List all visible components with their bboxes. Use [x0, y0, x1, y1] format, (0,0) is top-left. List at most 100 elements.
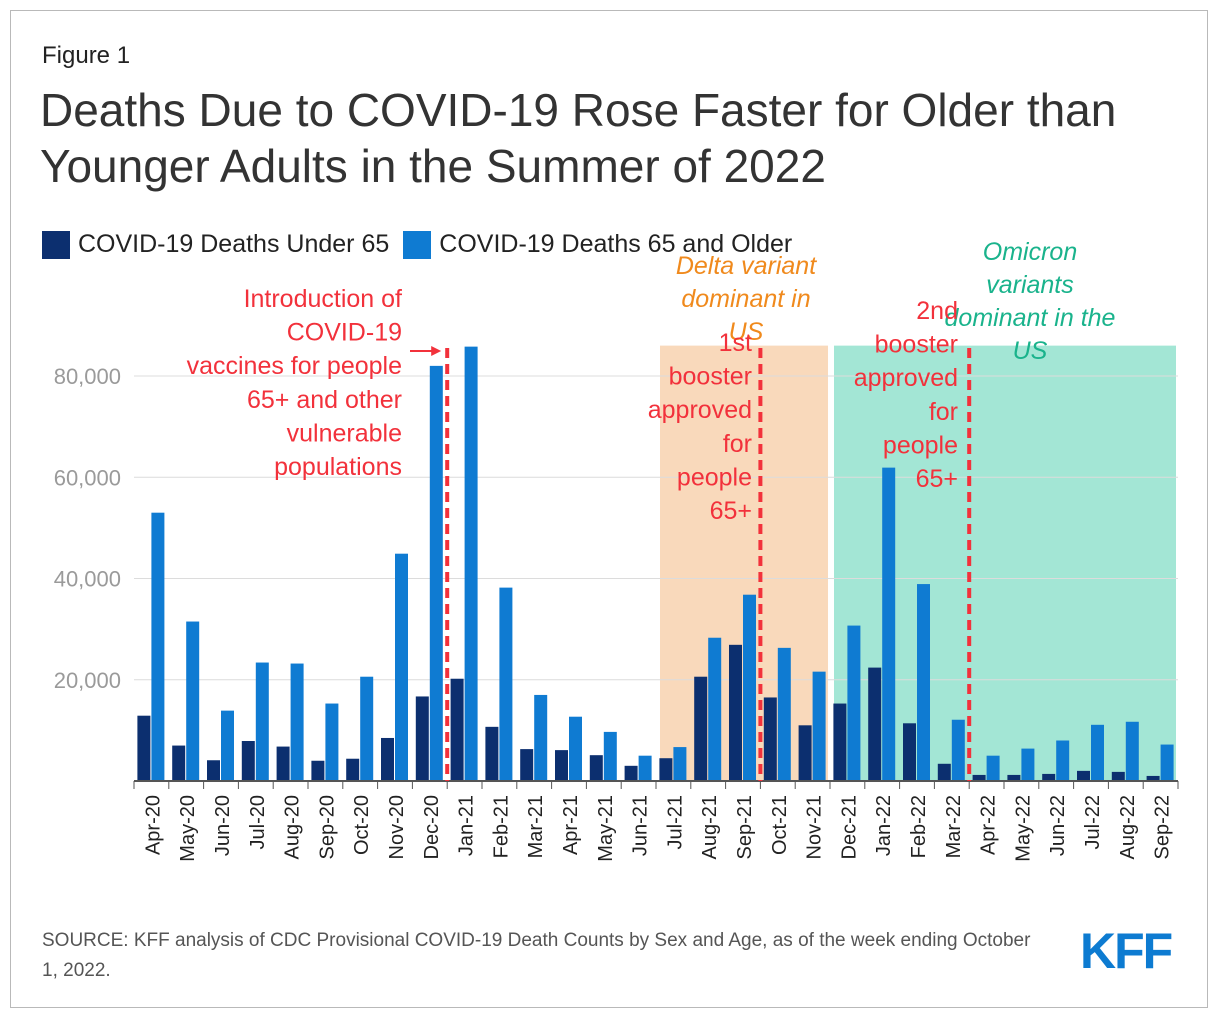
annotation-label: Introduction of	[244, 285, 402, 313]
bar-under-65	[346, 758, 360, 781]
bar-65-plus	[221, 710, 234, 781]
x-tick-label: May-21	[595, 795, 617, 862]
bar-under-65	[589, 755, 603, 781]
bar-under-65	[1077, 770, 1090, 781]
bar-65-plus	[360, 676, 374, 781]
region-label: US	[729, 318, 764, 346]
bar-65-plus	[325, 703, 339, 781]
annotation-label: 65+	[916, 465, 958, 493]
x-tick-label: Apr-20	[142, 795, 164, 855]
bar-65-plus	[290, 663, 304, 781]
annotation-label: booster	[875, 331, 958, 359]
bar-under-65	[833, 703, 847, 781]
bar-65-plus	[464, 346, 478, 781]
legend-swatch-under-65	[42, 230, 70, 259]
bar-65-plus	[429, 365, 443, 781]
x-tick-label: Apr-21	[560, 795, 582, 855]
x-tick-label: May-20	[177, 795, 199, 862]
bar-under-65	[729, 644, 742, 781]
y-tick-label: 80,000	[54, 364, 121, 389]
bar-65-plus	[812, 671, 826, 781]
annotation-label: vaccines for people	[187, 352, 402, 380]
region-label: Delta variant	[676, 252, 817, 280]
annotation-label: approved	[648, 396, 752, 424]
y-tick-label: 60,000	[54, 465, 121, 490]
bar-under-65	[381, 737, 394, 781]
bar-65-plus	[743, 594, 756, 781]
bar-under-65	[276, 746, 290, 781]
bar-under-65	[1042, 773, 1056, 781]
x-tick-label: Jun-20	[212, 795, 234, 856]
annotation-label: COVID-19	[287, 319, 402, 347]
region-label: Omicron	[983, 238, 1077, 266]
bar-under-65	[450, 678, 464, 781]
annotation-label: people	[883, 431, 958, 459]
bar-65-plus	[499, 587, 513, 781]
bar-65-plus	[151, 512, 165, 781]
region-label: US	[1013, 337, 1048, 365]
bar-65-plus	[777, 647, 791, 781]
bar-65-plus	[1056, 740, 1070, 781]
bar-under-65	[624, 765, 638, 781]
bar-under-65	[972, 774, 986, 781]
region-label: dominant in	[681, 285, 810, 313]
bar-under-65	[1007, 774, 1021, 781]
bar-under-65	[868, 667, 882, 781]
bar-65-plus	[673, 747, 687, 781]
x-tick-label: Aug-22	[1117, 795, 1139, 860]
bar-under-65	[555, 750, 568, 781]
x-tick-label: Jul-20	[247, 795, 269, 849]
bar-65-plus	[569, 716, 582, 781]
annotation-label: 1st	[719, 329, 752, 357]
bar-65-plus	[986, 755, 1000, 781]
bar-65-plus	[1021, 748, 1035, 781]
bar-65-plus	[534, 694, 548, 781]
bar-under-65	[520, 749, 534, 781]
bar-under-65	[207, 760, 220, 781]
x-tick-label: Jun-21	[630, 795, 652, 856]
chart-title: Deaths Due to COVID-19 Rose Faster for O…	[40, 84, 1117, 192]
x-tick-label: May-22	[1012, 795, 1034, 862]
bar-65-plus	[847, 625, 861, 781]
bar-under-65	[903, 723, 916, 781]
bar-65-plus	[951, 719, 965, 781]
legend-item-65-plus: COVID-19 Deaths 65 and Older	[403, 230, 792, 259]
bar-under-65	[763, 697, 777, 781]
x-tick-label: Sep-20	[316, 795, 338, 860]
annotation-label: for	[929, 398, 958, 426]
bar-under-65	[937, 763, 951, 781]
bar-65-plus	[708, 637, 722, 781]
x-tick-label: Aug-20	[282, 795, 304, 860]
x-tick-label: Jan-22	[873, 795, 895, 856]
x-tick-label: Oct-20	[351, 795, 373, 855]
x-tick-label: Feb-22	[908, 795, 930, 858]
bar-under-65	[798, 725, 812, 781]
bar-under-65	[1146, 775, 1160, 781]
bar-under-65	[659, 758, 673, 781]
x-tick-label: Aug-21	[699, 795, 721, 860]
x-tick-label: Apr-22	[978, 795, 1000, 855]
bar-65-plus	[917, 584, 930, 781]
bar-under-65	[172, 745, 186, 781]
x-tick-label: Jun-22	[1047, 795, 1069, 856]
annotation-label: 65+	[710, 497, 752, 525]
legend-label-65-plus: COVID-19 Deaths 65 and Older	[439, 230, 793, 258]
x-tick-label: Feb-21	[490, 795, 512, 858]
x-tick-label: Mar-22	[943, 795, 965, 858]
region-label: dominant in the	[945, 304, 1116, 332]
bar-under-65	[137, 715, 151, 781]
x-tick-label: Jan-21	[456, 795, 478, 856]
legend-label-under-65: COVID-19 Deaths Under 65	[78, 230, 390, 258]
bar-under-65	[1111, 771, 1125, 781]
bar-65-plus	[1125, 721, 1139, 781]
kff-logo: KFF	[1080, 923, 1173, 979]
annotation-arrow-head	[431, 346, 442, 356]
x-tick-label: Mar-21	[525, 795, 547, 858]
x-tick-label: Dec-21	[838, 795, 860, 859]
bar-65-plus	[1091, 724, 1104, 781]
source-note: SOURCE: KFF analysis of CDC Provisional …	[42, 930, 1031, 981]
x-tick-label: Jul-22	[1082, 795, 1104, 849]
bar-65-plus	[1160, 744, 1174, 781]
x-tick-label: Dec-20	[421, 795, 443, 859]
